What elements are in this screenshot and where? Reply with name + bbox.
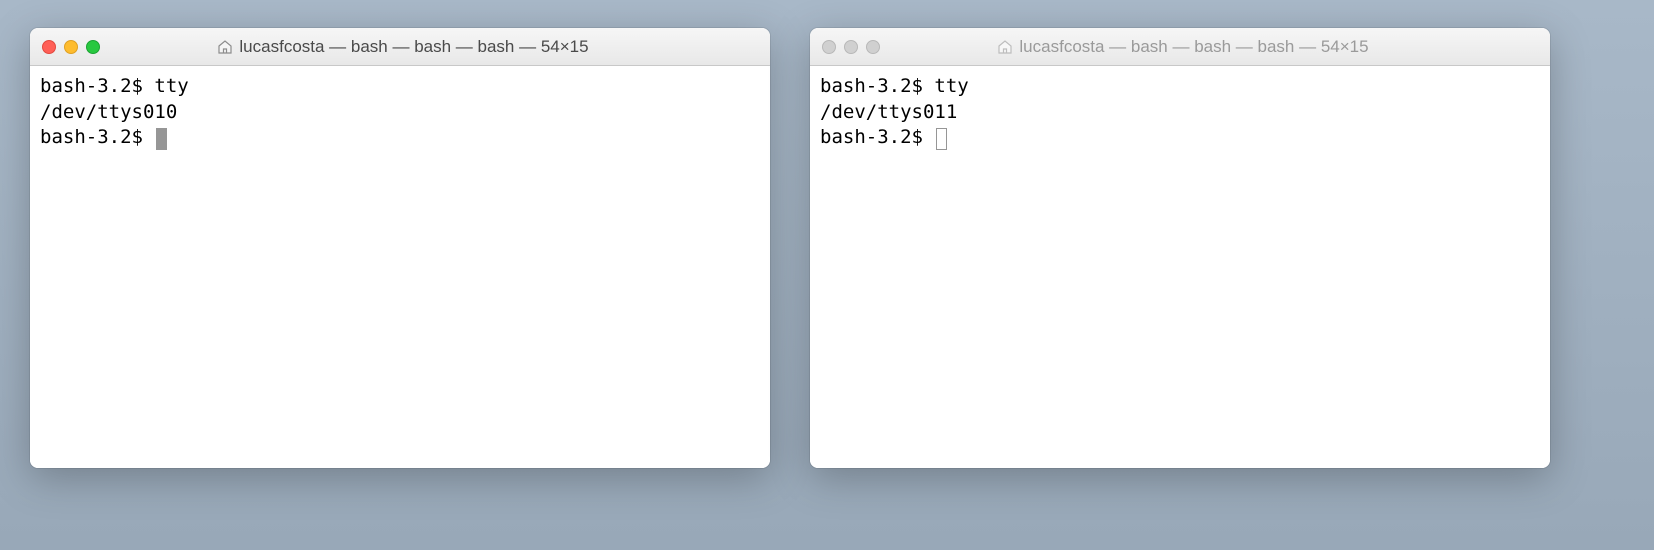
minimize-button[interactable] [844, 40, 858, 54]
prompt: bash-3.2$ [40, 126, 154, 148]
traffic-lights [42, 40, 100, 54]
terminal-line: bash-3.2$ [40, 125, 760, 151]
terminal-line: bash-3.2$ tty [820, 74, 1540, 100]
output: /dev/ttys010 [40, 101, 177, 123]
cursor-icon [156, 128, 167, 150]
traffic-lights [822, 40, 880, 54]
command: tty [934, 75, 968, 97]
terminal-body[interactable]: bash-3.2$ tty/dev/ttys010 bash-3.2$ [30, 66, 770, 468]
terminal-line: bash-3.2$ [820, 125, 1540, 151]
minimize-button[interactable] [64, 40, 78, 54]
maximize-button[interactable] [866, 40, 880, 54]
window-title: lucasfcosta — bash — bash — bash — 54×15 [1019, 37, 1368, 57]
close-button[interactable] [822, 40, 836, 54]
close-button[interactable] [42, 40, 56, 54]
prompt: bash-3.2$ [40, 75, 154, 97]
terminal-body[interactable]: bash-3.2$ tty/dev/ttys011 bash-3.2$ [810, 66, 1550, 468]
prompt: bash-3.2$ [820, 75, 934, 97]
terminal-line: bash-3.2$ tty [40, 74, 760, 100]
prompt: bash-3.2$ [820, 126, 934, 148]
terminal-window-right[interactable]: lucasfcosta — bash — bash — bash — 54×15… [810, 28, 1550, 468]
maximize-button[interactable] [86, 40, 100, 54]
terminal-window-left[interactable]: lucasfcosta — bash — bash — bash — 54×15… [30, 28, 770, 468]
terminal-line: /dev/ttys010 [40, 100, 760, 126]
home-icon [217, 39, 233, 55]
titlebar[interactable]: lucasfcosta — bash — bash — bash — 54×15 [30, 28, 770, 66]
titlebar[interactable]: lucasfcosta — bash — bash — bash — 54×15 [810, 28, 1550, 66]
command: tty [154, 75, 188, 97]
title-wrap: lucasfcosta — bash — bash — bash — 54×15 [828, 37, 1538, 57]
title-wrap: lucasfcosta — bash — bash — bash — 54×15 [48, 37, 758, 57]
terminal-line: /dev/ttys011 [820, 100, 1540, 126]
window-title: lucasfcosta — bash — bash — bash — 54×15 [239, 37, 588, 57]
home-icon [997, 39, 1013, 55]
output: /dev/ttys011 [820, 101, 957, 123]
cursor-icon [936, 128, 947, 150]
